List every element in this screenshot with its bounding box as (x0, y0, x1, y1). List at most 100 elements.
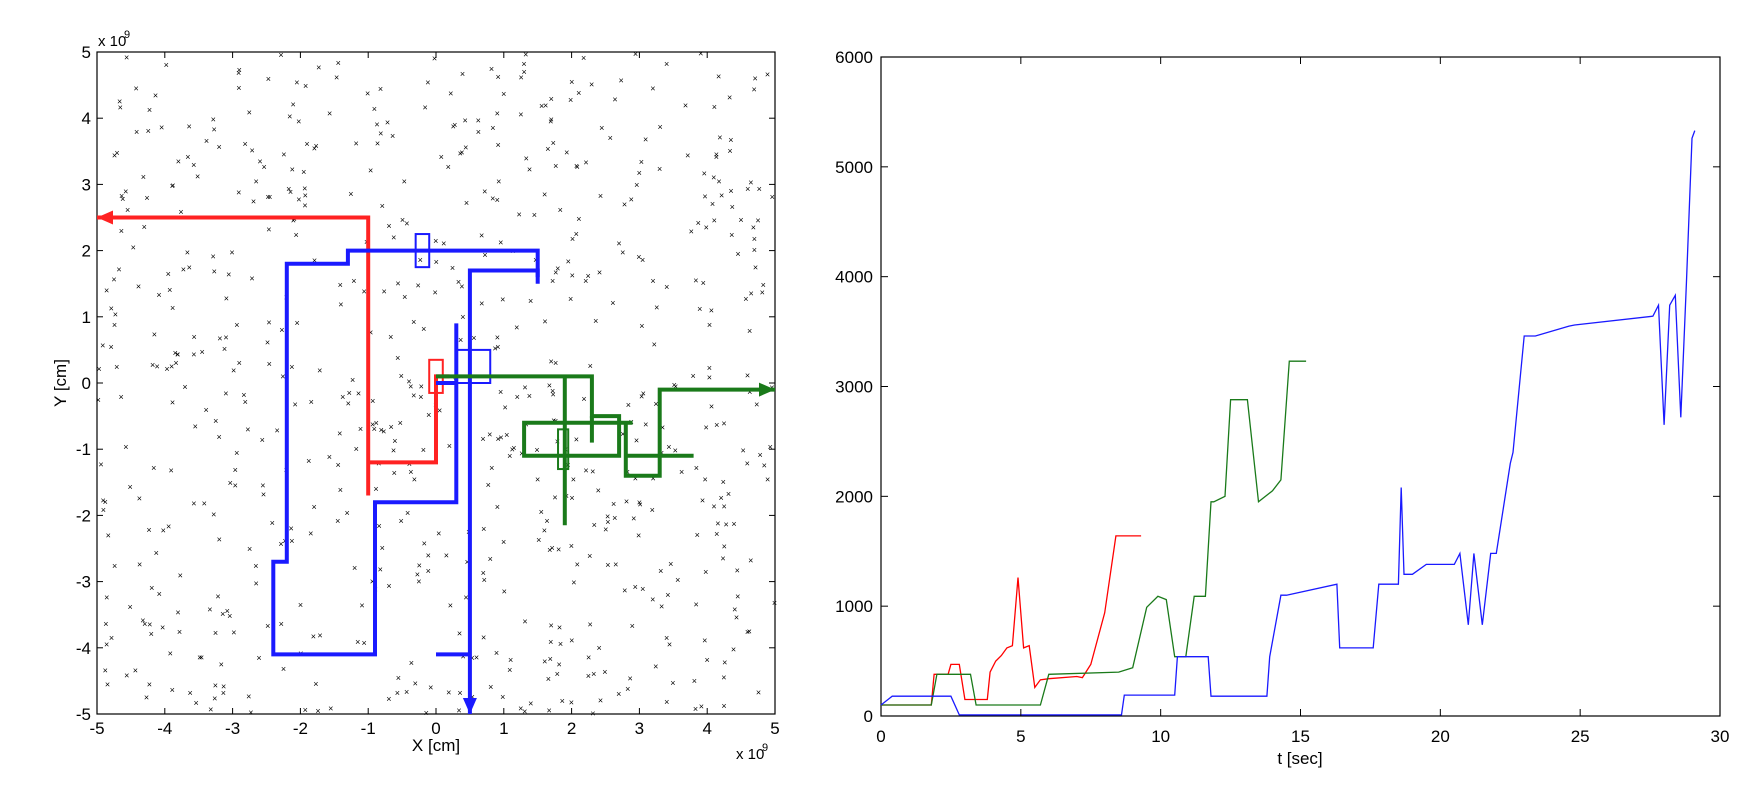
obstacle-marker: × (103, 497, 108, 507)
obstacle-marker: × (303, 191, 308, 201)
obstacle-marker: × (185, 248, 190, 258)
x-tick-label: 4 (702, 719, 711, 738)
obstacle-marker: × (170, 181, 175, 191)
obstacle-marker: × (311, 631, 316, 641)
y-tick-label: 1000 (835, 597, 873, 616)
x-tick-label: -5 (89, 719, 104, 738)
obstacle-marker: × (542, 526, 547, 536)
obstacle-marker: × (735, 592, 740, 602)
obstacle-marker: × (267, 192, 272, 202)
left-x-exponent: x 10 9 (736, 742, 768, 763)
obstacle-marker: × (265, 338, 270, 348)
obstacle-marker: × (142, 222, 147, 232)
obstacle-marker: × (637, 168, 642, 178)
obstacle-marker: × (154, 548, 159, 558)
obstacle-marker: × (717, 133, 722, 143)
obstacle-marker: × (650, 474, 655, 484)
obstacle-marker: × (392, 468, 397, 478)
obstacle-marker: × (569, 493, 574, 503)
obstacle-marker: × (734, 612, 739, 622)
obstacle-marker: × (456, 705, 461, 715)
obstacle-marker: × (664, 282, 669, 292)
obstacle-marker: × (309, 397, 314, 407)
y-tick-label: 2000 (835, 487, 873, 506)
obstacle-marker: × (480, 434, 485, 444)
trajectory-path (97, 215, 371, 496)
obstacle-marker: × (714, 529, 719, 539)
obstacle-marker: × (479, 298, 484, 308)
obstacle-marker: × (111, 275, 116, 285)
obstacle-marker: × (288, 187, 293, 197)
obstacle-marker: × (634, 436, 639, 446)
obstacle-marker: × (528, 296, 533, 306)
obstacle-marker: × (555, 263, 560, 273)
obstacle-marker: × (599, 123, 604, 133)
obstacle-marker: × (576, 88, 581, 98)
obstacle-marker: × (109, 303, 114, 313)
obstacle-marker: × (747, 387, 752, 397)
obstacle-marker: × (616, 689, 621, 699)
obstacle-marker: × (745, 458, 750, 468)
obstacle-marker: × (237, 65, 242, 75)
obstacle-marker: × (612, 95, 617, 105)
obstacle-marker: × (270, 518, 275, 528)
obstacle-marker: × (593, 316, 598, 326)
obstacle-marker: × (704, 223, 709, 233)
obstacle-marker: × (166, 521, 171, 531)
obstacle-marker: × (495, 109, 500, 119)
obstacle-marker: × (597, 268, 602, 278)
obstacle-marker: × (213, 628, 218, 638)
obstacle-marker: × (523, 50, 528, 60)
obstacle-marker: × (140, 615, 145, 625)
obstacle-marker: × (247, 108, 252, 118)
obstacle-marker: × (551, 138, 556, 148)
obstacle-marker: × (112, 151, 117, 161)
y-tick-label: 3 (82, 175, 91, 194)
obstacle-marker: × (524, 154, 529, 164)
obstacle-marker: × (142, 619, 147, 629)
obstacle-marker: × (266, 318, 271, 328)
obstacle-marker: × (703, 567, 708, 577)
obstacle-marker: × (303, 81, 308, 91)
trajectory-path (623, 387, 775, 478)
obstacle-marker: × (458, 149, 463, 159)
obstacle-marker: × (549, 114, 554, 124)
obstacle-marker: × (236, 68, 241, 78)
obstacle-marker: × (627, 673, 632, 683)
obstacle-marker: × (549, 543, 554, 553)
x-tick-label: -1 (361, 719, 376, 738)
x-tick-label: 10 (1151, 727, 1170, 746)
obstacle-marker: × (352, 563, 357, 573)
obstacle-marker: × (697, 304, 702, 314)
obstacle-marker: × (620, 429, 625, 439)
obstacle-marker: × (657, 122, 662, 132)
obstacle-marker: × (378, 565, 383, 575)
obstacle-marker: × (626, 400, 631, 410)
obstacle-marker: × (315, 706, 320, 716)
obstacle-marker: × (378, 84, 383, 94)
obstacle-marker: × (347, 388, 352, 398)
x-tick-label: 3 (635, 719, 644, 738)
obstacle-marker: × (714, 152, 719, 162)
obstacle-marker: × (279, 325, 284, 335)
obstacle-marker: × (498, 237, 503, 247)
obstacle-marker: × (335, 460, 340, 470)
obstacle-marker: × (278, 539, 283, 549)
obstacle-marker: × (490, 194, 495, 204)
obstacle-marker: × (118, 392, 123, 402)
obstacle-marker: × (176, 156, 181, 166)
obstacle-marker: × (721, 419, 726, 429)
obstacle-marker: × (108, 342, 113, 352)
obstacle-marker: × (400, 215, 405, 225)
obstacle-marker: × (754, 400, 759, 410)
obstacle-marker: × (290, 100, 295, 110)
obstacle-marker: × (570, 234, 575, 244)
obstacle-marker: × (114, 148, 119, 158)
obstacle-marker: × (301, 167, 306, 177)
left-x-ticks: -5 -4 -3 -2 -1 0 1 2 3 4 5 (89, 52, 780, 738)
obstacle-marker: × (147, 620, 152, 630)
obstacle-marker: × (236, 83, 241, 93)
obstacle-marker: × (216, 142, 221, 152)
obstacle-marker: × (479, 231, 484, 241)
